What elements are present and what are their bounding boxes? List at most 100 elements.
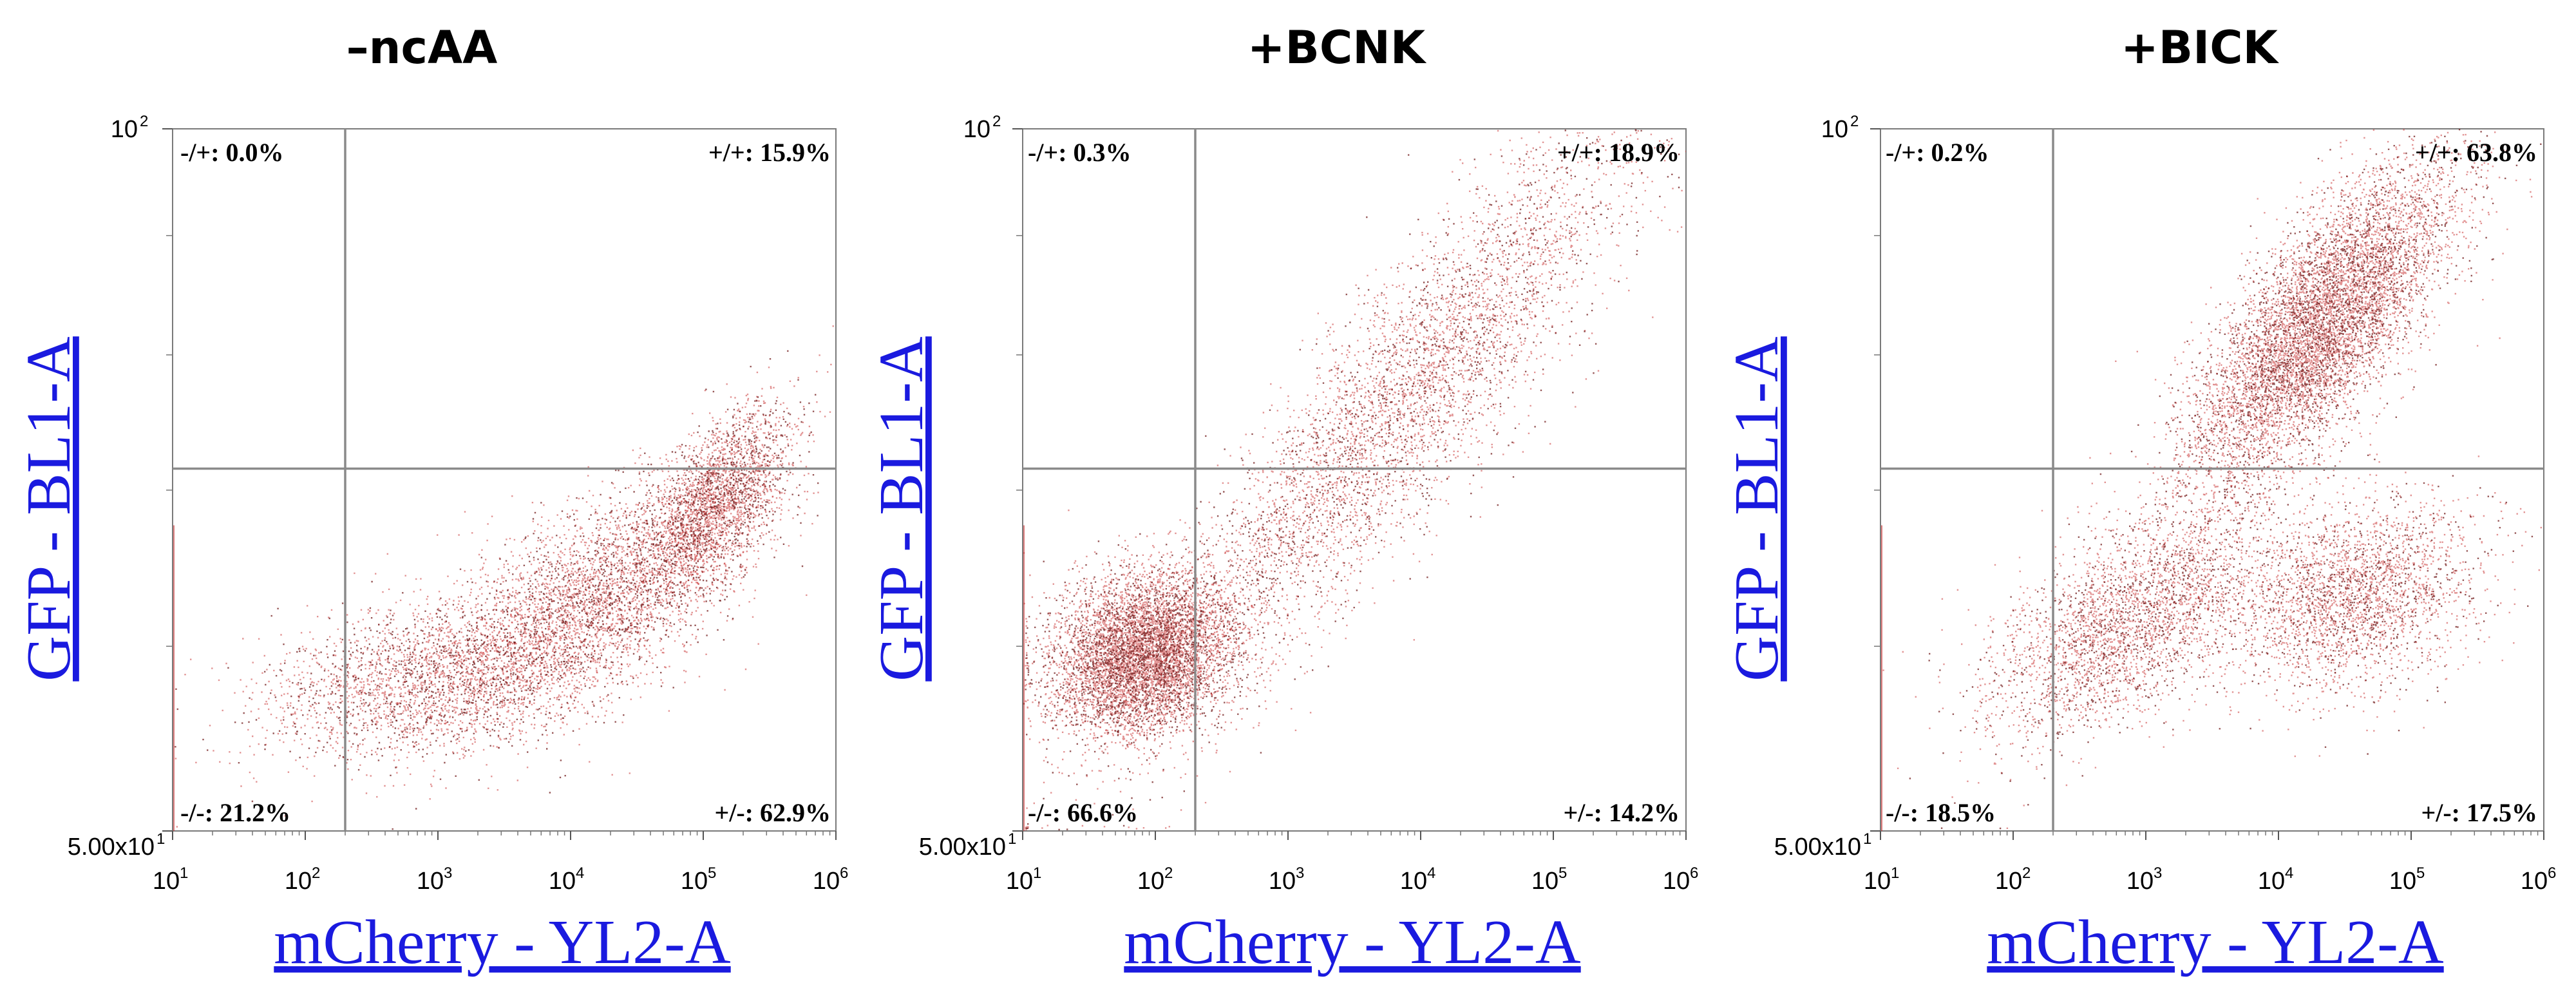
- x-tick-2-4-base: 10: [1400, 868, 1427, 895]
- x-tick-3-1: 10 1: [1864, 864, 1900, 895]
- x-tick-1-3-exp: 3: [444, 864, 452, 882]
- axis-ticks: [162, 128, 837, 840]
- quadrant-label-bottom-right: +/-: 62.9%: [714, 798, 831, 827]
- x-tick-2-1: 10 1: [1006, 864, 1042, 895]
- population-points: [1882, 405, 2398, 829]
- x-tick-3-4: 10 4: [2258, 864, 2294, 895]
- plot-frame: [172, 128, 837, 832]
- y-tick-top-base-1: 10: [111, 116, 138, 143]
- x-tick-3-2-exp: 2: [2022, 864, 2031, 882]
- y-tick-top-3: 10 2: [1821, 113, 1859, 143]
- population-points-dense: [1023, 533, 1302, 799]
- x-tick-1-1-base: 10: [153, 868, 180, 895]
- x-tick-1-6: 10 6: [813, 864, 849, 895]
- axis-ticks: [1012, 128, 1687, 840]
- x-tick-2-1-base: 10: [1006, 868, 1033, 895]
- y-tick-top-2: 10 2: [963, 113, 1001, 143]
- x-tick-3-3: 10 3: [2126, 864, 2163, 895]
- x-tick-1-5: 10 5: [681, 864, 717, 895]
- quadrant-label-top-left: -/+: 0.0%: [180, 138, 284, 167]
- x-tick-1-4: 10 4: [549, 864, 585, 895]
- population-points-dense: [607, 350, 817, 642]
- x-tick-1-4-exp: 4: [576, 864, 584, 882]
- x-tick-3-4-exp: 4: [2285, 864, 2293, 882]
- x-tick-2-5: 10 5: [1531, 864, 1567, 895]
- y-tick-bottom-base-3: 5.00x10: [1774, 834, 1861, 861]
- x-tick-2-2: 10 2: [1137, 864, 1173, 895]
- panel-title-3: +BICK: [2121, 21, 2279, 74]
- x-tick-2-3-exp: 3: [1296, 864, 1304, 882]
- x-axis-title-1: mCherry - YL2-A: [274, 908, 731, 977]
- x-tick-3-3-base: 10: [2126, 868, 2154, 895]
- x-tick-2-2-base: 10: [1137, 868, 1164, 895]
- quadrant-label-bottom-left: -/-: 21.2%: [180, 798, 290, 827]
- x-tick-1-3: 10 3: [417, 864, 453, 895]
- x-tick-1-2-base: 10: [285, 868, 312, 895]
- y-tick-bottom-1: 5.00x10 1: [68, 830, 166, 861]
- plot-area-3: -/+: 0.2% +/+: 63.8% -/-: 18.5% +/-: 17.5%: [1870, 128, 2544, 840]
- y-tick-bottom-3: 5.00x10 1: [1774, 830, 1872, 861]
- y-tick-top-base-2: 10: [963, 116, 990, 143]
- y-axis-title-1: GFP - BL1-A: [14, 336, 84, 682]
- x-tick-3-1-base: 10: [1864, 868, 1891, 895]
- x-tick-3-3-exp: 3: [2154, 864, 2162, 882]
- quadrant-label-bottom-left: -/-: 18.5%: [1886, 798, 1996, 827]
- x-tick-3-4-base: 10: [2258, 868, 2285, 895]
- x-tick-2-5-exp: 5: [1558, 864, 1567, 882]
- x-tick-1-6-exp: 6: [840, 864, 848, 882]
- quadrant-label-bottom-left: -/-: 66.6%: [1028, 798, 1138, 827]
- plot-area-1: -/+: 0.0% +/+: 15.9% -/-: 21.2% +/-: 62.9%: [162, 128, 837, 840]
- x-tick-3-2: 10 2: [1995, 864, 2031, 895]
- x-tick-2-6: 10 6: [1663, 864, 1699, 895]
- quadrant-label-bottom-right: +/-: 14.2%: [1563, 798, 1680, 827]
- x-axis-title-2: mCherry - YL2-A: [1124, 908, 1581, 977]
- x-tick-1-1: 10 1: [153, 864, 189, 895]
- x-tick-3-6-base: 10: [2521, 868, 2548, 895]
- scatter-points: [1023, 129, 1686, 831]
- panel-title-2: +BCNK: [1247, 21, 1427, 74]
- quadrant-label-top-right: +/+: 18.9%: [1557, 138, 1680, 167]
- x-tick-1-2: 10 2: [285, 864, 321, 895]
- x-tick-2-1-exp: 1: [1033, 864, 1041, 882]
- panel-1: –ncAA GFP - BL1-A mCherry - YL2-A 10 2 5…: [14, 21, 848, 977]
- quadrant-label-top-left: -/+: 0.2%: [1886, 138, 1989, 167]
- x-tick-3-2-base: 10: [1995, 868, 2022, 895]
- x-tick-2-3-base: 10: [1269, 868, 1296, 895]
- quadrant-label-top-right: +/+: 15.9%: [708, 138, 831, 167]
- axis-ticks: [1870, 128, 2544, 840]
- x-tick-3-6: 10 6: [2521, 864, 2557, 895]
- y-axis-title-2: GFP - BL1-A: [867, 336, 936, 682]
- y-tick-top-exp-1: 2: [140, 113, 148, 130]
- y-tick-top-1: 10 2: [111, 113, 149, 143]
- x-tick-1-4-base: 10: [549, 868, 576, 895]
- x-tick-3-5-base: 10: [2389, 868, 2416, 895]
- x-tick-1-2-exp: 2: [312, 864, 320, 882]
- quadrant-label-top-right: +/+: 63.8%: [2415, 138, 2537, 167]
- y-tick-bottom-base-2: 5.00x10: [919, 834, 1006, 861]
- x-axis-title-3: mCherry - YL2-A: [1987, 908, 2444, 977]
- quadrant-label-top-left: -/+: 0.3%: [1028, 138, 1132, 167]
- scatter-points: [175, 325, 834, 830]
- y-tick-bottom-exp-3: 1: [1863, 830, 1871, 848]
- y-tick-top-exp-2: 2: [992, 113, 1001, 130]
- x-tick-1-6-base: 10: [813, 868, 840, 895]
- quadrant-label-bottom-right: +/-: 17.5%: [2421, 798, 2537, 827]
- x-tick-2-3: 10 3: [1269, 864, 1305, 895]
- panel-2: +BCNK GFP - BL1-A mCherry - YL2-A 10 2 5…: [867, 21, 1698, 977]
- y-tick-bottom-exp-2: 1: [1008, 830, 1016, 848]
- panel-title-1: –ncAA: [346, 21, 498, 74]
- x-tick-1-5-exp: 5: [708, 864, 716, 882]
- x-tick-3-6-exp: 6: [2548, 864, 2556, 882]
- x-tick-1-5-base: 10: [681, 868, 708, 895]
- y-tick-bottom-exp-1: 1: [156, 830, 165, 848]
- x-tick-1-1-exp: 1: [180, 864, 188, 882]
- x-tick-3-1-exp: 1: [1891, 864, 1899, 882]
- x-tick-1-3-base: 10: [417, 868, 444, 895]
- x-tick-2-4-exp: 4: [1427, 864, 1435, 882]
- x-tick-2-6-exp: 6: [1690, 864, 1698, 882]
- y-tick-top-base-3: 10: [1821, 116, 1848, 143]
- plot-frame: [1022, 128, 1687, 832]
- y-axis-title-3: GFP - BL1-A: [1722, 336, 1792, 682]
- x-tick-2-5-base: 10: [1531, 868, 1558, 895]
